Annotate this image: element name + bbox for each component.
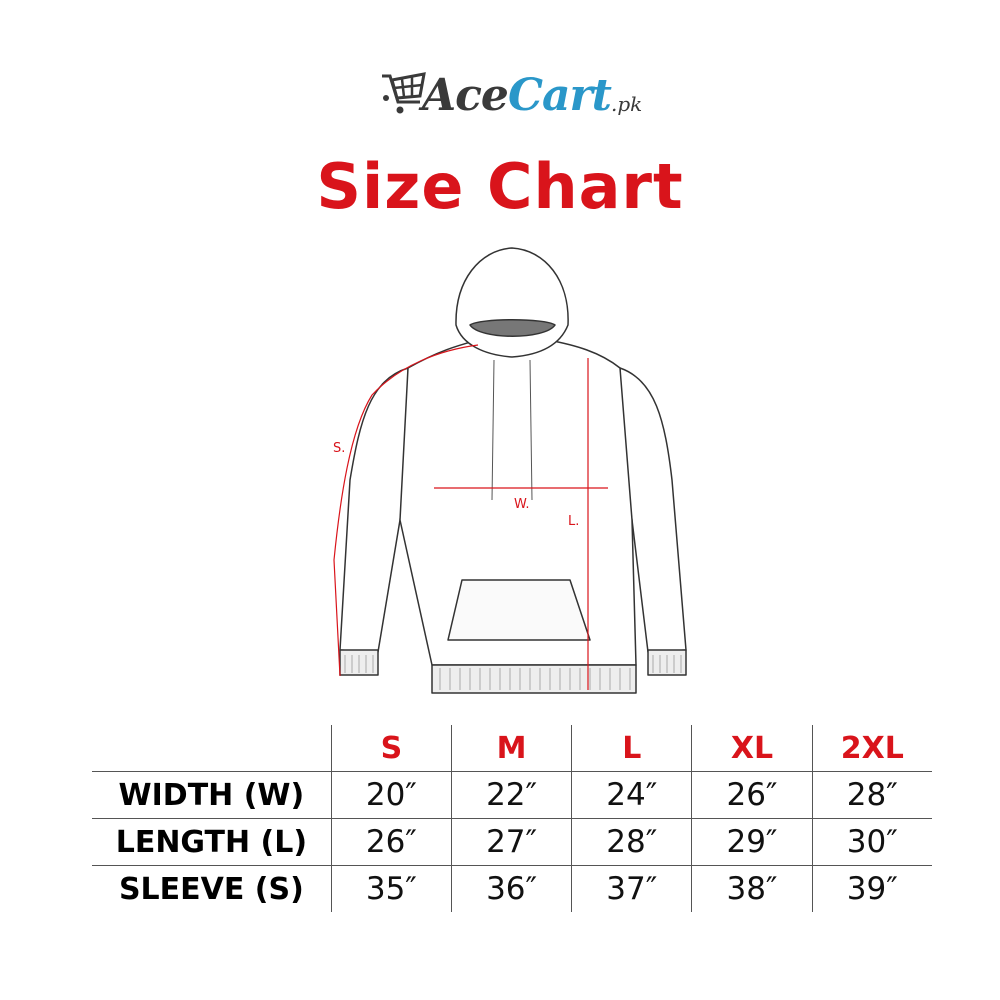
- size-header: L: [571, 725, 692, 772]
- table-row-sleeve: SLEEVE (S) 35″ 36″ 37″ 38″ 39″: [92, 865, 932, 912]
- table-cell: 37″: [571, 865, 692, 912]
- table-row-length: LENGTH (L) 26″ 27″ 28″ 29″ 30″: [92, 818, 932, 866]
- left-sleeve: [339, 367, 411, 653]
- size-table: S M L XL 2XL WIDTH (W) 20″ 22″ 24″ 26″ 2…: [92, 725, 932, 912]
- logo-text-pk: .pk: [610, 92, 643, 116]
- hoodie-hood: [455, 247, 569, 358]
- length-label: L.: [568, 514, 579, 529]
- size-header: S: [330, 725, 452, 772]
- acecart-logo: Ace Cart .pk: [380, 48, 642, 118]
- row-label: WIDTH (W): [92, 771, 332, 819]
- logo-text-ace: Ace: [422, 70, 509, 121]
- table-cell: 24″: [571, 771, 692, 819]
- table-row-width: WIDTH (W) 20″ 22″ 24″ 26″ 28″: [92, 771, 932, 819]
- table-cell: 22″: [450, 771, 572, 819]
- table-cell: 30″: [811, 818, 932, 866]
- kangaroo-pocket: [447, 579, 591, 641]
- table-cell: 36″: [450, 865, 572, 912]
- size-header: 2XL: [811, 725, 932, 772]
- logo-text-cart: Cart: [507, 70, 612, 121]
- size-header: M: [450, 725, 572, 772]
- table-cell: 28″: [571, 818, 692, 866]
- hoodie-diagram: S. W. L.: [333, 247, 687, 694]
- row-label: LENGTH (L): [92, 818, 332, 866]
- table-cell: 29″: [691, 818, 813, 866]
- size-header-row: S M L XL 2XL: [92, 725, 932, 772]
- shopping-cart-icon: [382, 72, 426, 114]
- size-header: XL: [691, 725, 813, 772]
- row-label: SLEEVE (S): [92, 865, 332, 912]
- width-label: W.: [514, 497, 530, 512]
- sleeve-measure-line: [333, 344, 479, 677]
- table-cell: 35″: [330, 865, 452, 912]
- table-cell: 26″: [330, 818, 452, 866]
- page-title: Size Chart: [316, 150, 684, 223]
- table-cell: 27″: [450, 818, 572, 866]
- sleeve-label: S.: [333, 441, 345, 456]
- table-cell: 39″: [811, 865, 932, 912]
- table-cell: 28″: [811, 771, 932, 819]
- table-cell: 38″: [691, 865, 813, 912]
- table-cell: 20″: [330, 771, 452, 819]
- table-cell: 26″: [691, 771, 813, 819]
- header-blank: [92, 725, 331, 772]
